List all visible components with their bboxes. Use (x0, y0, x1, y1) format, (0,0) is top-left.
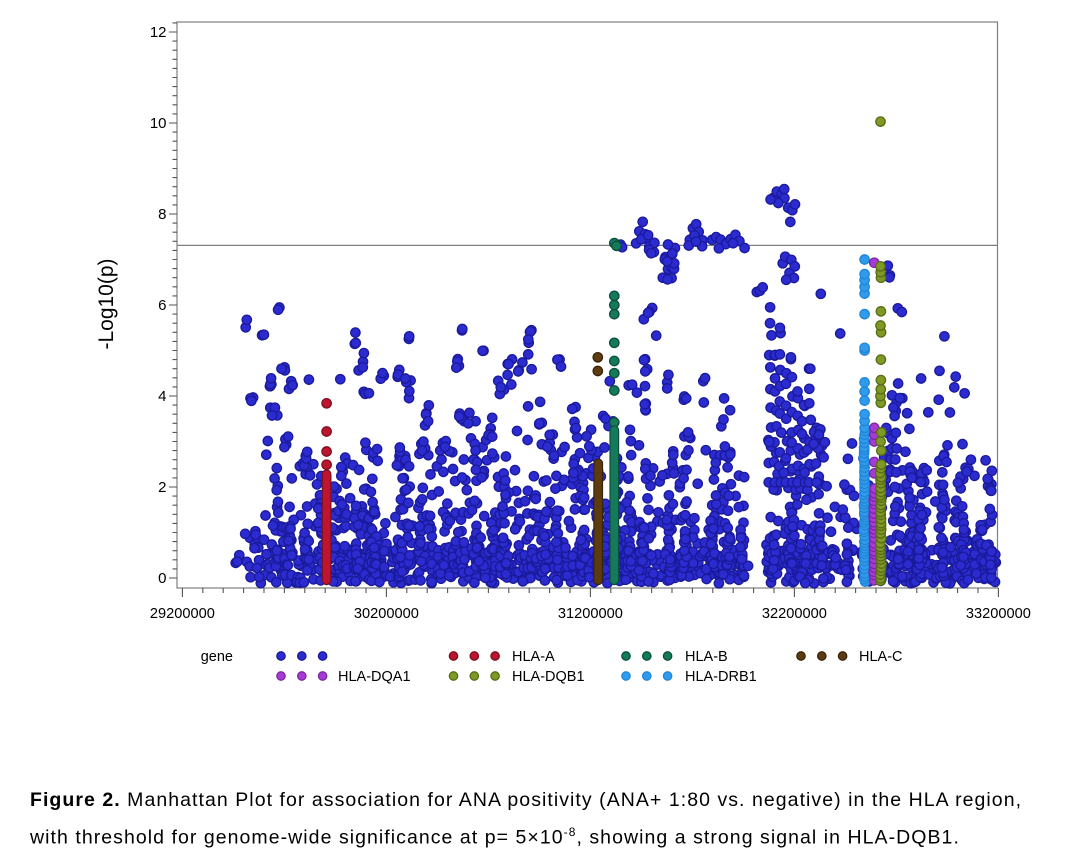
svg-text:0: 0 (158, 570, 166, 587)
svg-text:-Log10(p): -Log10(p) (95, 258, 118, 349)
svg-text:HLA-C: HLA-C (859, 649, 903, 665)
svg-text:HLA-A: HLA-A (512, 649, 555, 665)
svg-text:HLA-DQB1: HLA-DQB1 (512, 669, 585, 685)
svg-text:30200000: 30200000 (354, 606, 419, 622)
svg-text:6: 6 (158, 297, 166, 314)
svg-text:31200000: 31200000 (558, 606, 623, 622)
svg-text:2: 2 (158, 479, 166, 496)
svg-text:HLA-DRB1: HLA-DRB1 (685, 669, 757, 685)
svg-text:12: 12 (150, 24, 167, 41)
svg-text:29200000: 29200000 (150, 606, 215, 622)
svg-text:8: 8 (158, 206, 166, 223)
svg-text:HLA-B: HLA-B (685, 649, 728, 665)
svg-text:4: 4 (158, 388, 166, 405)
svg-text:10: 10 (150, 115, 167, 132)
svg-text:32200000: 32200000 (762, 606, 827, 622)
svg-text:HLA-DQA1: HLA-DQA1 (338, 669, 411, 685)
svg-text:33200000: 33200000 (966, 606, 1031, 622)
svg-text:gene: gene (201, 649, 233, 665)
